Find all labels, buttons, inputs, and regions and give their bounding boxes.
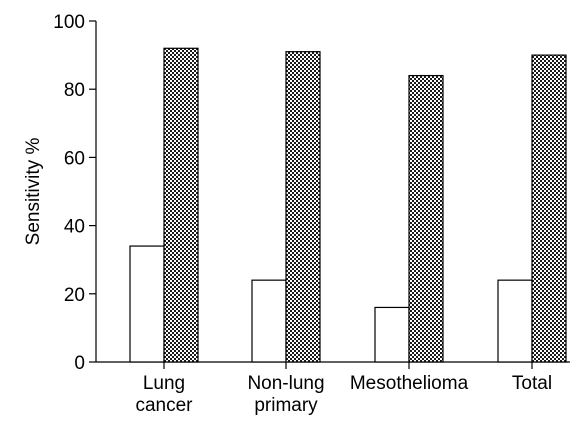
x-category-label: primary [254,395,318,416]
x-category-label: cancer [135,395,193,416]
bar-checkered-3 [531,54,567,363]
y-axis: 0 20 40 60 80 100 [53,12,97,374]
bar-open-0 [129,245,165,363]
y-tick-label: 20 [64,285,85,306]
bar-open-3 [497,279,533,363]
x-category-label: Non-lung [247,373,324,394]
bar-checkered-1 [285,51,321,363]
bar-open-2 [374,306,410,363]
x-category-label: Mesothelioma [350,373,469,394]
y-tick-label: 40 [64,217,85,238]
x-category-label: Total [512,373,552,394]
x-category-label: Lung [143,373,185,394]
bar-checkered-0 [163,47,199,363]
bar-open-1 [251,279,287,363]
bars [129,47,567,363]
y-tick-label: 60 [64,148,85,169]
y-tick-label: 0 [74,353,85,374]
y-tick-label: 80 [64,80,85,101]
bar-checkered-2 [408,74,444,363]
y-axis-title: Sensitivity % [23,138,44,246]
y-tick-label: 100 [53,12,85,33]
